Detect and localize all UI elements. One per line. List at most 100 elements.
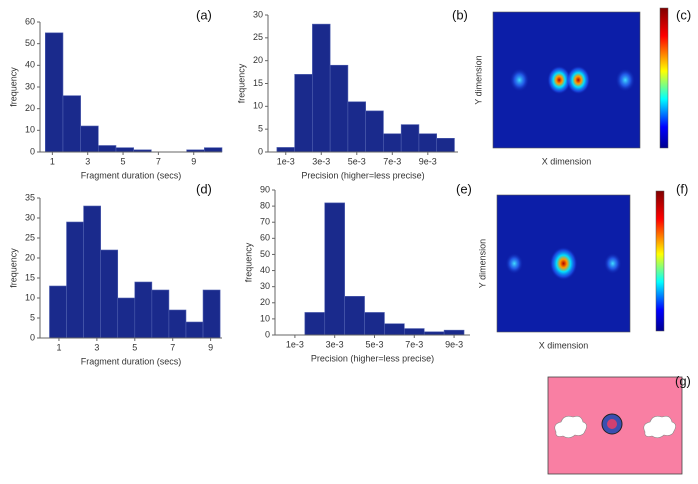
y-axis-label: frequency	[243, 242, 253, 282]
heatmap-panel: X dimension Y dimension (c)	[473, 7, 691, 166]
y-tick-label: 50	[260, 249, 270, 259]
panel-label: (c)	[676, 7, 691, 22]
bar	[329, 64, 349, 153]
y-tick-label: 60	[260, 233, 270, 243]
bar	[83, 205, 101, 339]
y-tick-label: 15	[253, 78, 263, 88]
y-tick-label: 80	[260, 200, 270, 210]
y-tick-label: 30	[253, 9, 263, 19]
x-tick-label: 9e-3	[445, 339, 463, 349]
y-tick-label: 20	[260, 297, 270, 307]
bar	[384, 323, 405, 336]
x-axis-label: Fragment duration (secs)	[81, 170, 182, 180]
bar	[344, 296, 365, 336]
colorbar	[655, 190, 665, 332]
x-tick-label: 3e-3	[326, 339, 344, 349]
y-tick-label: 50	[25, 38, 35, 48]
y-tick-label: 5	[30, 312, 35, 322]
x-axis-label: Precision (higher=less precise)	[311, 353, 434, 363]
y-tick-label: 90	[260, 184, 270, 194]
bar	[62, 95, 81, 153]
x-tick-label: 9	[191, 156, 196, 166]
y-tick-label: 30	[25, 212, 35, 222]
y-tick-label: 0	[265, 329, 270, 339]
x-tick-label: 7	[170, 342, 175, 352]
bar	[404, 328, 425, 336]
y-axis-label: frequency	[8, 67, 18, 107]
bar	[276, 147, 295, 153]
cloud	[554, 415, 587, 439]
y-tick-label: 10	[25, 125, 35, 135]
bar	[185, 321, 204, 339]
hotspot	[547, 65, 572, 95]
y-tick-label: 0	[30, 332, 35, 342]
histogram-panel: 0 5 10 15 20 25 30 1e-3 3e-3 5e-3 7e-3 9e-3 Precisio…	[236, 7, 468, 180]
x-tick-label: 9	[208, 342, 213, 352]
x-tick-label: 5e-3	[365, 339, 383, 349]
bar	[80, 125, 99, 153]
bar	[400, 124, 420, 153]
bar	[365, 110, 384, 153]
x-axis-label: Fragment duration (secs)	[81, 356, 182, 366]
y-axis-label: frequency	[8, 248, 18, 288]
y-tick-label: 40	[260, 265, 270, 275]
y-tick-label: 10	[253, 101, 263, 111]
bar	[115, 147, 134, 153]
x-tick-label: 3e-3	[312, 156, 330, 166]
y-tick-label: 0	[30, 146, 35, 156]
panel-label: (e)	[456, 181, 472, 196]
bar	[202, 289, 221, 339]
bar	[134, 281, 153, 339]
panel-label: (a)	[196, 7, 212, 22]
hotspot	[505, 252, 524, 275]
histogram-panel: 0 10 20 30 40 50 60 1 3 5 7 9 Fragment duration (sec…	[8, 7, 223, 180]
hotspot	[566, 65, 591, 95]
bar	[383, 133, 402, 153]
bar	[98, 145, 117, 153]
bar	[364, 312, 385, 336]
x-tick-label: 5	[121, 156, 126, 166]
x-tick-label: 7	[156, 156, 161, 166]
y-tick-label: 10	[260, 313, 270, 323]
x-tick-label: 1e-3	[277, 156, 295, 166]
y-tick-label: 5	[258, 124, 263, 134]
panel-label: (f)	[676, 181, 688, 196]
bar	[418, 133, 437, 153]
y-tick-label: 15	[25, 272, 35, 282]
bar	[66, 221, 84, 339]
bar	[312, 23, 331, 153]
hotspot	[549, 246, 578, 281]
bar	[168, 309, 187, 339]
bar	[49, 285, 67, 339]
illustration: (g)	[547, 373, 691, 475]
y-tick-label: 70	[260, 217, 270, 227]
x-tick-label: 3	[94, 342, 99, 352]
y-tick-label: 60	[25, 16, 35, 26]
hotspot	[615, 68, 636, 92]
bar	[45, 32, 64, 153]
x-tick-label: 5e-3	[348, 156, 366, 166]
bar	[117, 297, 136, 339]
cloud	[643, 415, 676, 439]
y-tick-label: 0	[258, 146, 263, 156]
x-axis-label: X dimension	[542, 156, 592, 166]
bar	[324, 202, 345, 336]
x-tick-label: 3	[85, 156, 90, 166]
y-tick-label: 35	[25, 192, 35, 202]
x-tick-label: 7e-3	[383, 156, 401, 166]
bar	[100, 249, 119, 339]
bar	[151, 289, 170, 339]
y-tick-label: 25	[25, 232, 35, 242]
y-tick-label: 10	[25, 292, 35, 302]
ball-center	[607, 419, 617, 429]
y-tick-label: 20	[25, 252, 35, 262]
bar	[436, 138, 455, 153]
y-tick-label: 30	[25, 81, 35, 91]
y-tick-label: 30	[260, 281, 270, 291]
bar	[347, 101, 366, 153]
colorbar	[659, 7, 669, 149]
y-axis-label: frequency	[236, 63, 246, 103]
panel-label: (d)	[196, 181, 212, 196]
